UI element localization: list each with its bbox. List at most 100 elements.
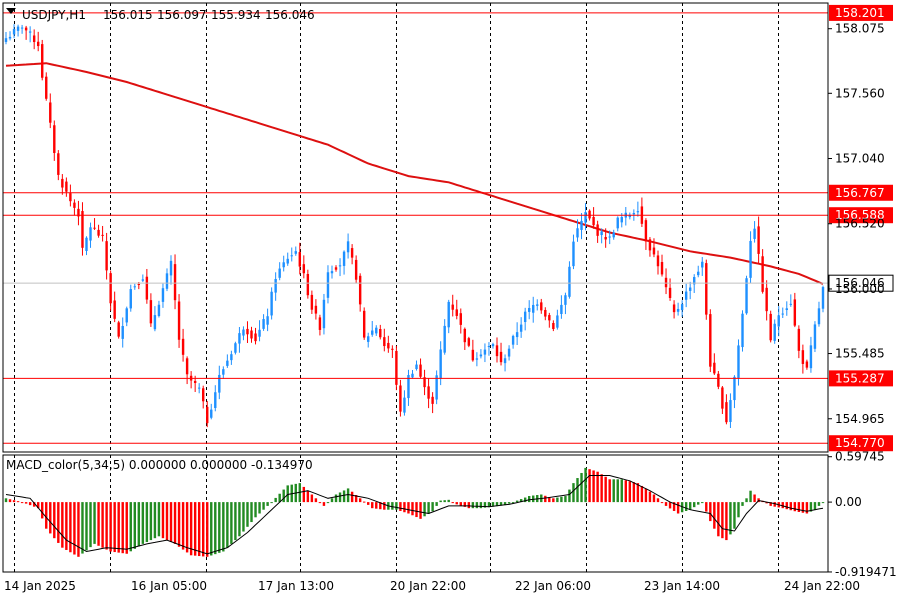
macd-histogram-bar xyxy=(660,502,664,504)
macd-histogram-bar xyxy=(801,502,805,513)
macd-histogram-bar xyxy=(302,486,306,503)
candle xyxy=(371,320,374,337)
macd-histogram-bar xyxy=(173,502,177,544)
candle xyxy=(785,301,788,316)
price-tick-label: 155.485 xyxy=(835,347,885,361)
candle-body xyxy=(487,346,491,348)
candle xyxy=(387,335,390,353)
candle-body xyxy=(576,228,579,238)
candle-body xyxy=(616,217,619,229)
candle-body xyxy=(129,289,132,309)
macd-histogram-bar xyxy=(222,502,225,552)
macd-histogram-bar xyxy=(286,485,289,503)
candle xyxy=(725,394,728,425)
candle-body xyxy=(294,251,297,254)
candle-body xyxy=(338,265,342,267)
candle xyxy=(527,300,531,320)
candle-body xyxy=(455,309,458,316)
candle xyxy=(757,216,760,264)
candle-body xyxy=(282,262,285,268)
candle-body xyxy=(717,373,720,387)
collapse-triangle-icon[interactable] xyxy=(6,8,16,14)
candle-body xyxy=(495,345,499,357)
candle xyxy=(173,254,177,310)
candle xyxy=(636,201,640,217)
candle xyxy=(294,246,297,256)
candle-body xyxy=(693,277,696,285)
macd-histogram-bar xyxy=(701,502,704,504)
candle-body xyxy=(49,102,52,123)
macd-histogram-bar xyxy=(125,502,128,554)
candle xyxy=(165,268,169,292)
price-tick-label: 157.040 xyxy=(835,152,885,166)
macd-histogram-bar xyxy=(177,502,181,547)
candle-body xyxy=(210,409,213,418)
macd-histogram-bar xyxy=(495,502,499,507)
candle xyxy=(278,262,281,281)
macd-histogram-bar xyxy=(28,502,32,506)
candle xyxy=(290,247,293,262)
candle xyxy=(515,322,519,345)
candle-body xyxy=(507,348,511,357)
candle xyxy=(749,231,752,283)
macd-histogram-bar xyxy=(137,502,141,547)
candle-body xyxy=(672,304,676,313)
candle xyxy=(560,295,563,319)
macd-histogram-bar xyxy=(210,502,213,556)
candle xyxy=(314,299,318,320)
macd-histogram-bar xyxy=(511,502,515,504)
candle xyxy=(49,93,52,129)
candle-body xyxy=(427,386,430,399)
macd-histogram-bar xyxy=(717,502,720,537)
candle-body xyxy=(729,400,732,422)
level-price-tag xyxy=(829,207,893,224)
candle-body xyxy=(85,237,88,251)
candle-body xyxy=(515,332,519,338)
candle-body xyxy=(781,313,784,315)
low-value: 155.934 xyxy=(211,8,261,22)
candle xyxy=(592,207,595,229)
candle-body xyxy=(451,304,454,310)
candle-body xyxy=(817,308,821,325)
macd-histogram-bar xyxy=(580,472,583,503)
candle-body xyxy=(801,350,805,364)
candle-body xyxy=(608,236,611,238)
candle-body xyxy=(201,388,205,402)
macd-histogram-bar xyxy=(322,502,326,506)
macd-histogram-bar xyxy=(821,502,825,504)
candle-body xyxy=(318,317,322,330)
candle-body xyxy=(342,251,346,266)
macd-histogram-bar xyxy=(487,502,491,508)
macd-histogram-bar xyxy=(24,502,28,504)
candle xyxy=(310,290,314,314)
candle-body xyxy=(769,313,772,341)
candle-body xyxy=(705,263,708,315)
macd-histogram-bar xyxy=(4,498,8,503)
candle-body xyxy=(226,360,229,366)
candle xyxy=(612,229,615,240)
candle-body xyxy=(580,220,583,230)
macd-histogram-bar xyxy=(121,502,124,554)
candle-body xyxy=(467,338,471,346)
macd-tick-label: 0.00 xyxy=(835,495,862,509)
macd-histogram-bar xyxy=(552,498,555,503)
macd-histogram-bar xyxy=(793,502,797,512)
candle xyxy=(443,319,446,355)
macd-histogram-bar xyxy=(527,496,531,503)
macd-histogram-bar xyxy=(350,491,354,503)
macd-histogram-bar xyxy=(467,502,471,509)
candle-body xyxy=(407,375,410,399)
candle-body xyxy=(298,252,302,267)
macd-histogram-bar xyxy=(676,502,680,514)
candle xyxy=(644,218,648,250)
macd-histogram-bar xyxy=(431,502,434,512)
macd-histogram-bar xyxy=(544,495,547,503)
candle-body xyxy=(57,153,60,175)
candle-body xyxy=(552,323,555,330)
macd-histogram-bar xyxy=(616,479,619,503)
candle-body xyxy=(89,227,92,241)
candle xyxy=(89,222,92,248)
candle-body xyxy=(745,278,748,314)
